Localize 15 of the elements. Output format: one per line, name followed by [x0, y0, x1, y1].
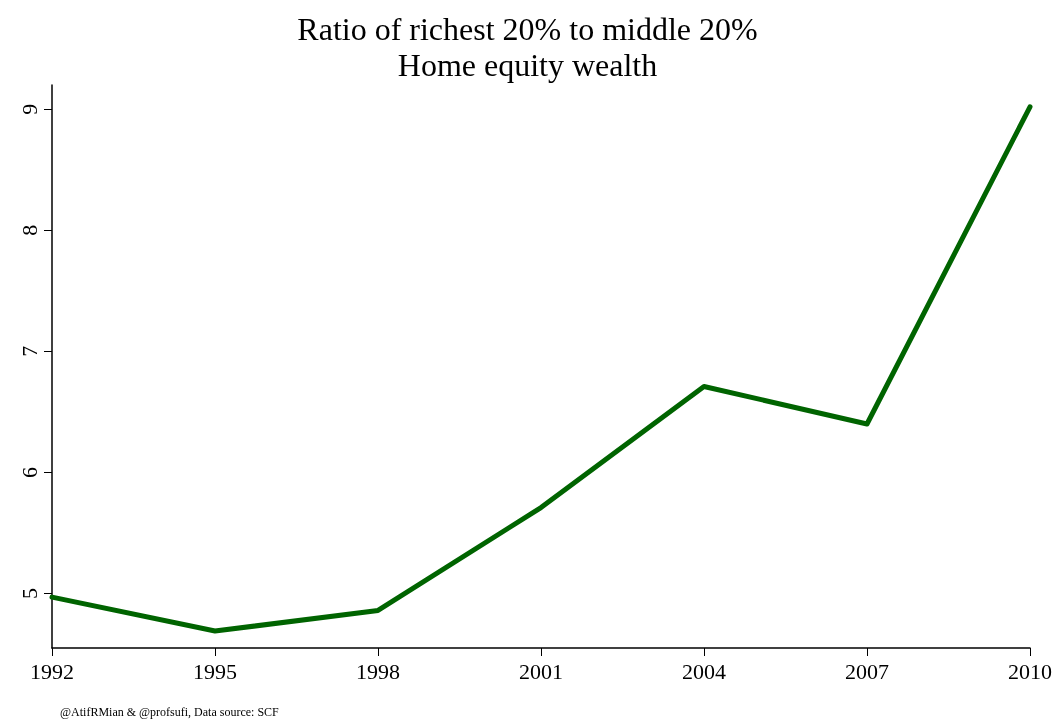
- y-tick-label: 5: [16, 588, 42, 600]
- chart-title: Ratio of richest 20% to middle 20%: [297, 11, 758, 47]
- y-tick-label: 6: [16, 466, 42, 478]
- x-tick-label: 1995: [193, 658, 237, 684]
- x-tick-label: 2001: [519, 658, 563, 684]
- x-tick-label: 1992: [30, 658, 74, 684]
- y-tick-label: 9: [16, 103, 42, 115]
- text: @AtifRMian & @profsufi, Data source: SCF: [60, 705, 280, 719]
- y-tick-label: 8: [16, 224, 42, 236]
- x-tick-label: 2010: [1008, 658, 1052, 684]
- x-tick-label: 1998: [356, 658, 400, 684]
- y-tick-label: 7: [16, 345, 42, 357]
- chart-subtitle: Home equity wealth: [397, 47, 658, 83]
- x-tick-label: 2004: [682, 658, 726, 684]
- x-tick-label: 2007: [845, 658, 889, 684]
